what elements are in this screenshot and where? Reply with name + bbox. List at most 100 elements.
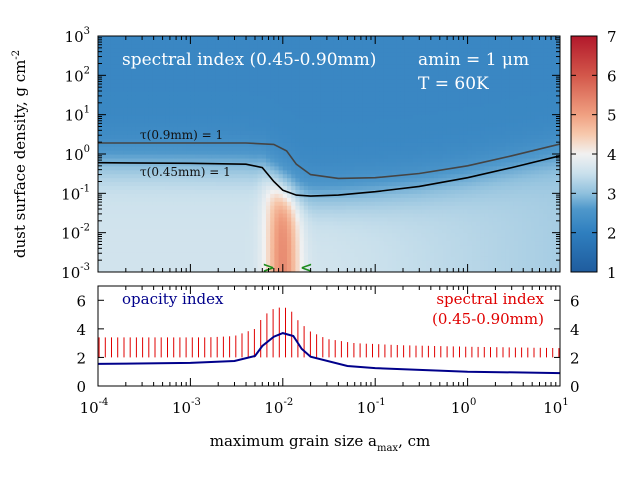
heatmap-cell (245, 39, 250, 45)
heatmap-cell (316, 59, 322, 65)
heatmap-cell (278, 228, 284, 234)
heatmap-cell (240, 118, 246, 124)
heatmap-cell (203, 232, 208, 238)
heatmap-cell (198, 248, 204, 253)
heatmap-cell (333, 169, 338, 175)
heatmap-cell (270, 130, 275, 135)
heatmap-cell (261, 260, 267, 265)
heatmap-cell (127, 216, 133, 222)
heatmap-cell (131, 47, 137, 53)
heatmap-cell (190, 193, 196, 198)
heatmap-cell (438, 205, 443, 210)
heatmap-cell (379, 228, 385, 234)
heatmap-cell (320, 67, 326, 72)
heatmap-cell (165, 173, 170, 179)
heatmap-cell (316, 95, 322, 100)
heatmap-cell (203, 79, 208, 84)
heatmap-cell (417, 177, 422, 183)
heatmap-cell (207, 71, 212, 76)
heatmap-cell (177, 126, 183, 131)
heatmap-cell (362, 138, 368, 143)
heatmap-cell (165, 83, 170, 88)
heatmap-cell (333, 205, 338, 210)
heatmap-cell (131, 118, 137, 124)
heatmap-cell (282, 197, 288, 202)
heatmap-cell (152, 130, 158, 135)
heatmap-cell (110, 154, 116, 159)
heatmap-cell (387, 268, 393, 272)
heatmap-cell (366, 205, 372, 210)
heatmap-cell (224, 236, 229, 242)
heatmap-cell (434, 252, 439, 257)
heatmap-cell (114, 114, 120, 120)
heatmap-cell (274, 71, 280, 76)
heatmap-cell (282, 228, 288, 234)
heatmap-cell (299, 177, 305, 183)
heatmap-cell (186, 185, 191, 190)
heatmap-cell (224, 75, 229, 80)
heatmap-cell (165, 126, 170, 131)
heatmap-cell (245, 248, 250, 253)
heatmap-cell (396, 228, 401, 234)
heatmap-cell (316, 224, 322, 230)
heatmap-cell (345, 236, 351, 242)
heatmap-cell (442, 169, 448, 175)
heatmap-cell (396, 165, 401, 171)
heatmap-cell (434, 157, 439, 163)
heatmap-cell (316, 236, 322, 242)
heatmap-cell (320, 122, 326, 128)
heatmap-cell (295, 51, 301, 57)
heatmap-cell (324, 150, 330, 155)
heatmap-cell (127, 173, 133, 179)
heatmap-cell (383, 59, 389, 65)
heatmap-cell (379, 201, 385, 206)
heatmap-cell (337, 264, 343, 269)
heatmap-cell (425, 181, 431, 187)
heatmap-cell (308, 181, 313, 187)
heatmap-cell (312, 59, 317, 65)
heatmap-cell (329, 146, 334, 151)
heatmap-cell (127, 55, 133, 61)
heatmap-cell (375, 177, 380, 183)
heatmap-cell (240, 110, 246, 116)
heatmap-cell (295, 102, 301, 108)
heatmap-cell (232, 71, 238, 76)
heatmap-cell (245, 181, 250, 187)
heatmap-cell (434, 75, 439, 80)
heatmap-cell (211, 252, 217, 257)
heatmap-cell (404, 39, 410, 45)
heatmap-cell (182, 252, 187, 257)
heatmap-cell (215, 216, 221, 222)
heatmap-cell (266, 252, 271, 257)
heatmap-cell (135, 71, 141, 76)
heatmap-cell (324, 106, 330, 112)
heatmap-cell (350, 232, 355, 238)
heatmap-cell (387, 110, 393, 116)
heatmap-cell (421, 91, 427, 96)
heatmap-cell (345, 122, 351, 128)
heatmap-cell (333, 248, 338, 253)
heatmap-cell (299, 228, 305, 234)
heatmap-cell (156, 146, 162, 151)
heatmap-cell (387, 169, 393, 175)
heatmap-cell (245, 67, 250, 72)
heatmap-cell (350, 228, 355, 234)
heatmap-cell (98, 216, 103, 222)
heatmap-cell (396, 224, 401, 230)
heatmap-cell (123, 177, 128, 183)
heatmap-cell (261, 79, 267, 84)
heatmap-cell (152, 98, 158, 104)
heatmap-cell (169, 268, 175, 272)
heatmap-cell (135, 157, 141, 163)
heatmap-cell (299, 260, 305, 265)
heatmap-cell (190, 228, 196, 234)
heatmap-cell (392, 154, 397, 159)
heatmap-cell (341, 236, 347, 242)
heatmap-cell (228, 244, 233, 249)
heatmap-cell (152, 228, 158, 234)
heatmap-cell (169, 134, 175, 139)
heatmap-cell (278, 79, 284, 84)
heatmap-cell (366, 138, 372, 143)
heatmap-cell (224, 197, 229, 202)
heatmap-cell (127, 240, 133, 246)
